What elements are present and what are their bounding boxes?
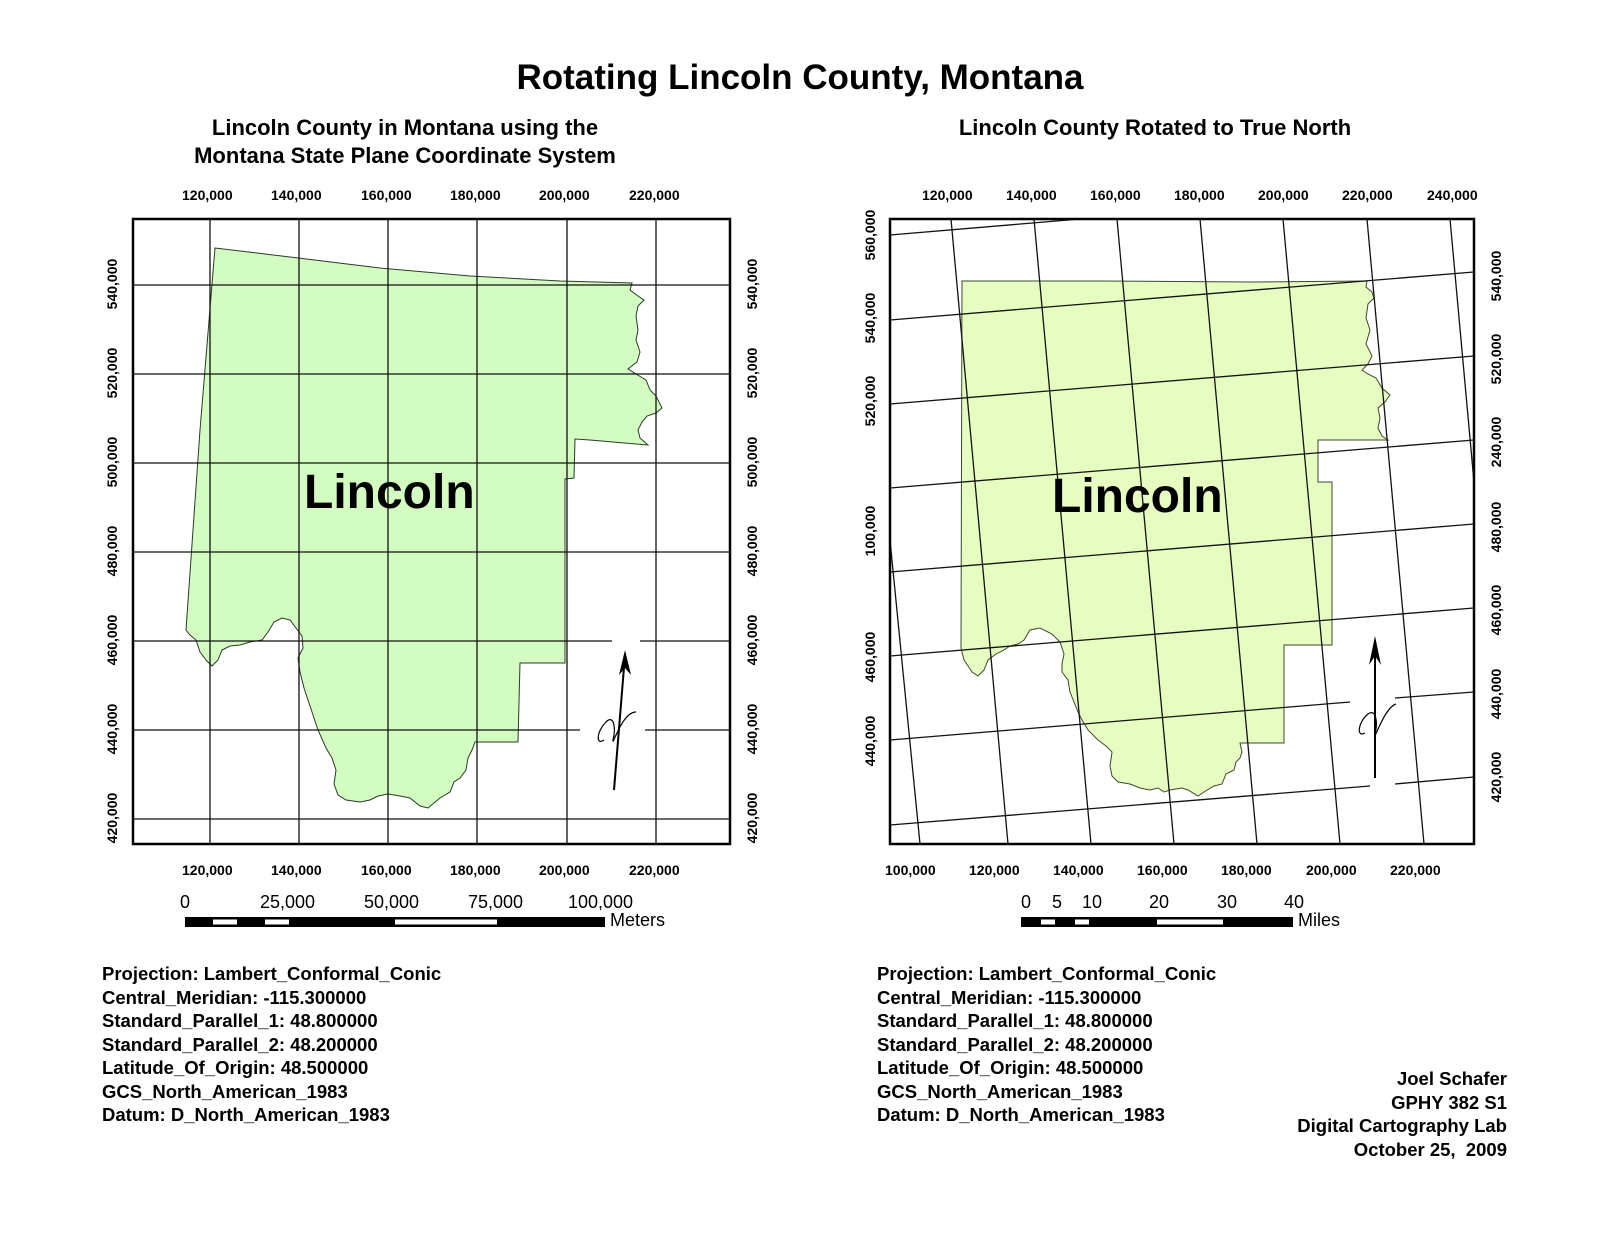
right-county-label: Lincoln bbox=[1052, 470, 1223, 523]
course-code: GPHY 382 S1 bbox=[1391, 1091, 1507, 1113]
right-scalebar-bar bbox=[1021, 917, 1293, 927]
scale-label: 5 bbox=[1052, 892, 1063, 912]
right-county-polygon bbox=[960, 280, 1391, 797]
tick-label: 200,000 bbox=[539, 187, 590, 203]
left-map-border bbox=[131, 217, 732, 846]
left-map-title: Lincoln County in Montana using the Mont… bbox=[130, 114, 680, 170]
scale-unit: Meters bbox=[610, 910, 666, 930]
tick-label: 140,000 bbox=[1053, 862, 1104, 878]
scale-label: 50,000 bbox=[364, 892, 420, 912]
page-title: Rotating Lincoln County, Montana bbox=[516, 58, 1084, 97]
left-county-polygon bbox=[185, 247, 663, 809]
tick-label: 120,000 bbox=[922, 187, 973, 203]
left-county-label: Lincoln bbox=[304, 466, 475, 519]
projection-line: GCS_North_American_1983 bbox=[102, 1080, 348, 1102]
left-graticule bbox=[133, 219, 730, 844]
tick-label: 160,000 bbox=[361, 187, 412, 203]
right-graticule bbox=[890, 219, 1474, 844]
projection-line: Projection: Lambert_Conformal_Conic bbox=[877, 963, 1217, 984]
scale-label: 30 bbox=[1217, 892, 1238, 912]
scale-unit: Miles bbox=[1298, 910, 1341, 930]
tick-label: 220,000 bbox=[1342, 187, 1393, 203]
projection-line: Latitude_Of_Origin: 48.500000 bbox=[102, 1057, 369, 1078]
right-north-arrow-icon bbox=[1358, 636, 1397, 778]
scale-label: 20 bbox=[1149, 892, 1170, 912]
projection-line: Datum: D_North_American_1983 bbox=[877, 1104, 1165, 1125]
right-projection-info: Projection: Lambert_Conformal_Conic Cent… bbox=[877, 962, 1216, 1127]
projection-line: Projection: Lambert_Conformal_Conic bbox=[102, 963, 442, 984]
scale-label: 40 bbox=[1284, 892, 1305, 912]
lab-name: Digital Cartography Lab bbox=[1297, 1115, 1507, 1136]
left-map-title-line2: Montana State Plane Coordinate System bbox=[194, 143, 616, 168]
scale-label: 75,000 bbox=[468, 892, 524, 912]
tick-label: 180,000 bbox=[450, 862, 501, 878]
left-projection-info: Projection: Lambert_Conformal_Conic Cent… bbox=[102, 962, 441, 1127]
tick-label: 180,000 bbox=[450, 187, 501, 203]
scale-label: 100,000 bbox=[568, 892, 634, 912]
right-map-title: Lincoln County Rotated to True North bbox=[958, 115, 1352, 140]
tick-label: 200,000 bbox=[1306, 862, 1357, 878]
tick-label: 120,000 bbox=[182, 187, 233, 203]
projection-line: Central_Meridian: -115.300000 bbox=[877, 986, 1142, 1008]
tick-label: 220,000 bbox=[629, 862, 680, 878]
projection-line: Standard_Parallel_2: 48.200000 bbox=[102, 1033, 378, 1055]
author-name: Joel Schafer bbox=[1396, 1068, 1507, 1089]
projection-line: Central_Meridian: -115.300000 bbox=[102, 986, 367, 1008]
left-map-title-line1: Lincoln County in Montana using the bbox=[211, 115, 599, 140]
tick-label: 160,000 bbox=[361, 862, 412, 878]
scale-label: 0 bbox=[180, 892, 191, 912]
scale-label: 10 bbox=[1082, 892, 1103, 912]
credits: Joel Schafer GPHY 382 S1 Digital Cartogr… bbox=[1200, 1067, 1507, 1161]
tick-label: 140,000 bbox=[271, 187, 322, 203]
date: October 25, 2009 bbox=[1353, 1138, 1507, 1160]
left-north-arrow-icon bbox=[597, 650, 637, 791]
tick-label: 100,000 bbox=[885, 862, 936, 878]
projection-line: Datum: D_North_American_1983 bbox=[102, 1104, 390, 1125]
projection-line: Standard_Parallel_1: 48.800000 bbox=[877, 1010, 1153, 1031]
scale-label: 25,000 bbox=[260, 892, 316, 912]
tick-label: 140,000 bbox=[1006, 187, 1057, 203]
tick-label: 240,000 bbox=[1427, 187, 1478, 203]
tick-label: 120,000 bbox=[182, 862, 233, 878]
tick-label: 140,000 bbox=[271, 862, 322, 878]
tick-label: 180,000 bbox=[1174, 187, 1225, 203]
tick-label: 160,000 bbox=[1090, 187, 1141, 203]
tick-label: 200,000 bbox=[1258, 187, 1309, 203]
left-scalebar-bar bbox=[185, 917, 605, 927]
tick-label: 220,000 bbox=[629, 187, 680, 203]
tick-label: 200,000 bbox=[539, 862, 590, 878]
projection-line: Latitude_Of_Origin: 48.500000 bbox=[877, 1057, 1144, 1078]
projection-line: Standard_Parallel_1: 48.800000 bbox=[102, 1010, 378, 1031]
projection-line: Standard_Parallel_2: 48.200000 bbox=[877, 1033, 1153, 1055]
tick-label: 220,000 bbox=[1390, 862, 1441, 878]
tick-label: 180,000 bbox=[1221, 862, 1272, 878]
scale-label: 0 bbox=[1021, 892, 1032, 912]
tick-label: 120,000 bbox=[969, 862, 1020, 878]
right-map-border bbox=[888, 217, 1476, 846]
tick-label: 160,000 bbox=[1137, 862, 1188, 878]
projection-line: GCS_North_American_1983 bbox=[877, 1080, 1123, 1102]
